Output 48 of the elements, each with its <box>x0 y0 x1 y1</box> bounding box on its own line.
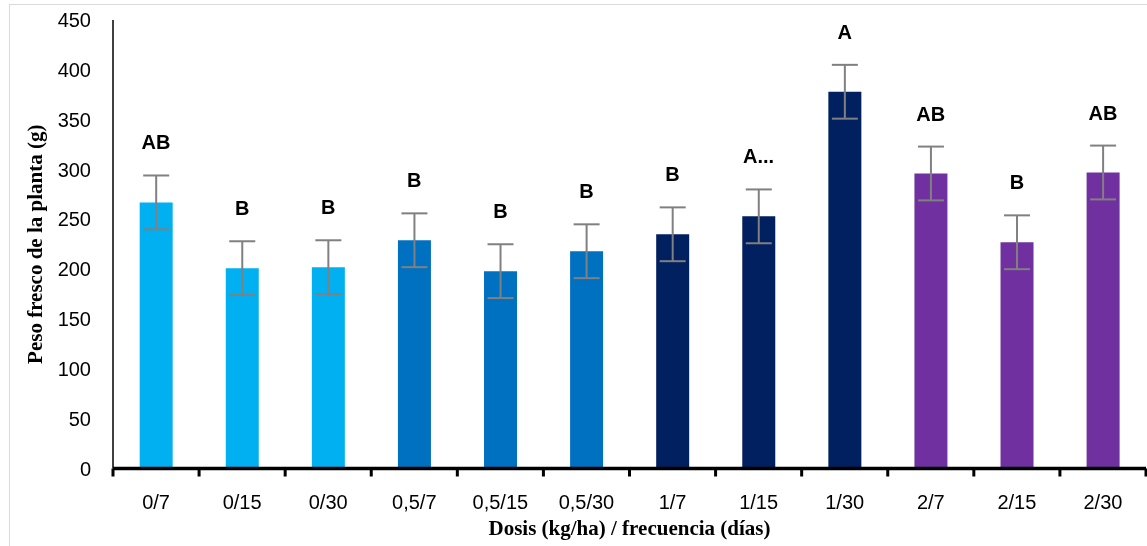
y-tick-label: 100 <box>57 357 91 380</box>
x-tick-label: 0,5/15 <box>472 490 529 513</box>
annotation: A <box>837 20 852 43</box>
y-tick-label: 150 <box>57 308 91 331</box>
y-tick-label: 400 <box>57 58 91 81</box>
annotation: B <box>579 180 594 203</box>
annotation: B <box>493 200 508 223</box>
annotation: B <box>407 169 422 192</box>
x-tick-label: 2/15 <box>997 490 1037 513</box>
x-tick-label: 1/30 <box>825 490 865 513</box>
bar <box>914 173 948 469</box>
x-tick-label: 0/15 <box>222 490 262 513</box>
x-tick-label: 0/7 <box>142 490 170 513</box>
bar <box>1086 172 1120 469</box>
y-tick-label: 200 <box>57 258 91 281</box>
bar <box>570 251 604 469</box>
x-tick-label: 0,5/7 <box>392 490 437 513</box>
bar <box>828 91 862 469</box>
bar <box>742 216 776 469</box>
x-tick-label: 1/7 <box>658 490 687 513</box>
annotation: B <box>665 163 680 186</box>
y-tick-label: 0 <box>79 457 91 480</box>
annotation: A... <box>743 145 775 168</box>
y-axis-title: Peso fresco de la planta (g) <box>23 124 47 364</box>
annotation: AB <box>1088 101 1118 124</box>
x-tick-label: 2/30 <box>1083 490 1123 513</box>
bar <box>139 202 173 469</box>
x-tick-label: 0/30 <box>308 490 348 513</box>
x-axis-title: Dosis (kg/ha) / frecuencia (días) <box>488 515 771 540</box>
y-tick-label: 350 <box>57 108 91 131</box>
bar <box>656 234 690 469</box>
x-tick-label: 2/7 <box>916 490 945 513</box>
annotation: AB <box>141 131 171 154</box>
x-tick-label: 1/15 <box>739 490 779 513</box>
y-tick-label: 250 <box>57 208 91 231</box>
annotation: B <box>234 197 250 220</box>
y-tick-label: 300 <box>57 158 91 181</box>
bar <box>311 267 345 469</box>
bar <box>484 271 518 469</box>
bar <box>1000 242 1034 469</box>
y-tick-label: 450 <box>57 9 91 32</box>
bar <box>397 240 431 469</box>
y-tick-label: 50 <box>68 407 91 430</box>
annotation: AB <box>916 102 946 125</box>
x-tick-label: 0,5/30 <box>558 490 615 513</box>
annotation: B <box>1009 171 1025 194</box>
annotation: B <box>320 196 336 219</box>
bar <box>225 268 259 469</box>
